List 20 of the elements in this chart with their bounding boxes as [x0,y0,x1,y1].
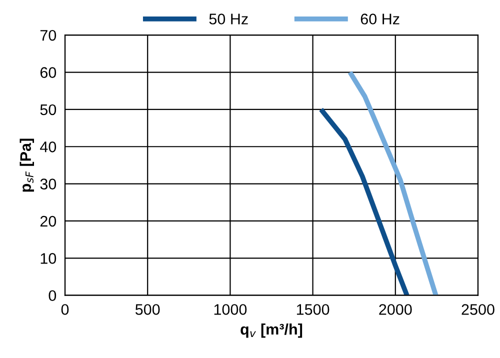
y-axis-title: p$_{sF}$ [Pa] [20,138,34,192]
x-tick-label: 1500 [296,304,330,315]
y-tick-label: 30 [40,178,56,190]
y-tick-label: 40 [40,141,56,152]
x-tick-label: 500 [135,304,160,315]
y-tick-label: 10 [40,253,56,264]
x-tick-label: 1000 [214,304,247,315]
line-series [348,70,438,296]
x-axis-title: q$_{v}$ [m³/h] [240,323,302,338]
y-tick-label: 0 [48,290,56,302]
x-tick-label: 2000 [379,304,412,315]
x-tick-label: 0 [61,304,69,315]
legend-label: 50 Hz [209,14,248,24]
y-tick-label: 70 [40,30,56,41]
x-tick-label: 2500 [462,304,494,315]
y-tick-label: 50 [40,104,56,116]
legend-label: 60 Hz [360,14,400,24]
line-series [318,107,410,296]
y-tick-label: 20 [40,216,56,227]
y-tick-label: 60 [40,67,56,78]
